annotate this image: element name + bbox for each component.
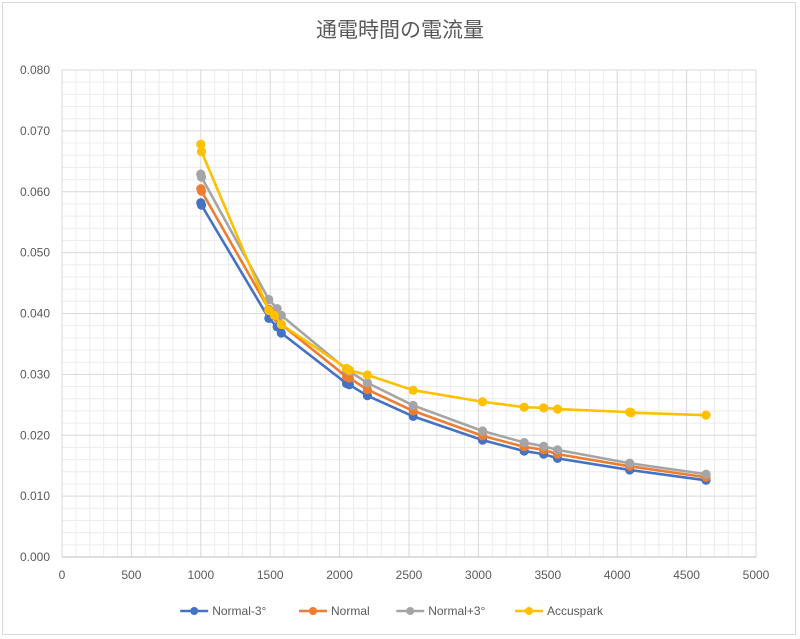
- data-point: [344, 365, 354, 375]
- data-point: [362, 370, 372, 380]
- x-tick-label: 4000: [604, 568, 631, 582]
- x-tick-label: 0: [59, 568, 66, 582]
- y-tick-label: 0.080: [20, 63, 50, 77]
- data-point: [477, 397, 488, 407]
- legend-item: Normal-3°: [180, 604, 267, 618]
- legend-item: Accuspark: [515, 604, 604, 618]
- data-point: [362, 384, 372, 395]
- data-point: [552, 404, 563, 414]
- data-point: [344, 380, 354, 390]
- data-point: [276, 310, 286, 320]
- data-point: [539, 403, 549, 413]
- x-tick-label: 3000: [465, 568, 492, 582]
- y-tick-label: 0.050: [20, 246, 50, 260]
- y-tick-label: 0.010: [20, 489, 50, 503]
- data-point: [196, 146, 207, 157]
- data-point: [701, 469, 711, 479]
- series-line: [199, 188, 707, 479]
- series-3: [196, 139, 711, 420]
- chart-title: 通電時間の電流量: [316, 18, 484, 42]
- data-point: [196, 139, 206, 149]
- legend-marker: [406, 607, 415, 615]
- x-tick-label: 500: [121, 568, 141, 582]
- legend-label: Normal-3°: [212, 604, 266, 618]
- data-point: [196, 200, 207, 210]
- x-tick-label: 5000: [743, 568, 770, 582]
- y-tick-label: 0.000: [20, 550, 50, 564]
- data-point: [552, 445, 563, 455]
- x-tick-label: 2500: [396, 568, 423, 582]
- legend-marker: [190, 607, 199, 615]
- data-point: [519, 402, 529, 412]
- y-tick-label: 0.020: [20, 428, 50, 442]
- y-tick-label: 0.030: [20, 367, 50, 381]
- legend-marker: [309, 607, 317, 615]
- data-point: [269, 310, 279, 320]
- data-point: [408, 400, 418, 411]
- data-point: [477, 426, 488, 436]
- data-point: [362, 378, 372, 388]
- x-tick-labels: 0 500 1000 1500 2000 2500 3000 3500 4000 4500 5000: [59, 568, 770, 582]
- series-line: [199, 202, 707, 482]
- legend: Normal-3° Normal Normal+3° Accuspark: [0, 602, 800, 622]
- series-0: [196, 198, 711, 485]
- data-point: [344, 373, 354, 383]
- y-tick-label: 0.060: [20, 185, 50, 199]
- data-point: [625, 458, 635, 468]
- x-tick-label: 3500: [534, 568, 561, 582]
- y-tick-label: 0.070: [20, 124, 50, 138]
- x-tick-label: 1500: [257, 568, 284, 582]
- legend-marker: [525, 607, 533, 615]
- data-point: [408, 385, 418, 395]
- legend-item: Normal+3°: [396, 604, 486, 618]
- data-point: [626, 408, 636, 418]
- legend-item: Normal: [299, 604, 370, 618]
- x-tick-label: 4500: [673, 568, 700, 582]
- series-layer: [196, 139, 711, 485]
- x-tick-label: 1000: [187, 568, 214, 582]
- major-gridlines: [61, 69, 757, 558]
- data-point: [276, 319, 286, 330]
- y-tick-labels: 0.000 0.010 0.020 0.030 0.040 0.050 0.060 0.070…: [20, 63, 50, 564]
- legend-label: Accuspark: [547, 604, 604, 618]
- data-point: [196, 186, 207, 196]
- data-point: [276, 328, 286, 338]
- legend-label: Normal+3°: [428, 604, 485, 618]
- data-point: [196, 172, 207, 182]
- data-point: [519, 437, 529, 448]
- x-tick-label: 2000: [326, 568, 353, 582]
- data-point: [539, 441, 549, 451]
- y-tick-label: 0.040: [20, 307, 50, 321]
- data-point: [701, 410, 711, 420]
- legend-label: Normal: [331, 604, 370, 618]
